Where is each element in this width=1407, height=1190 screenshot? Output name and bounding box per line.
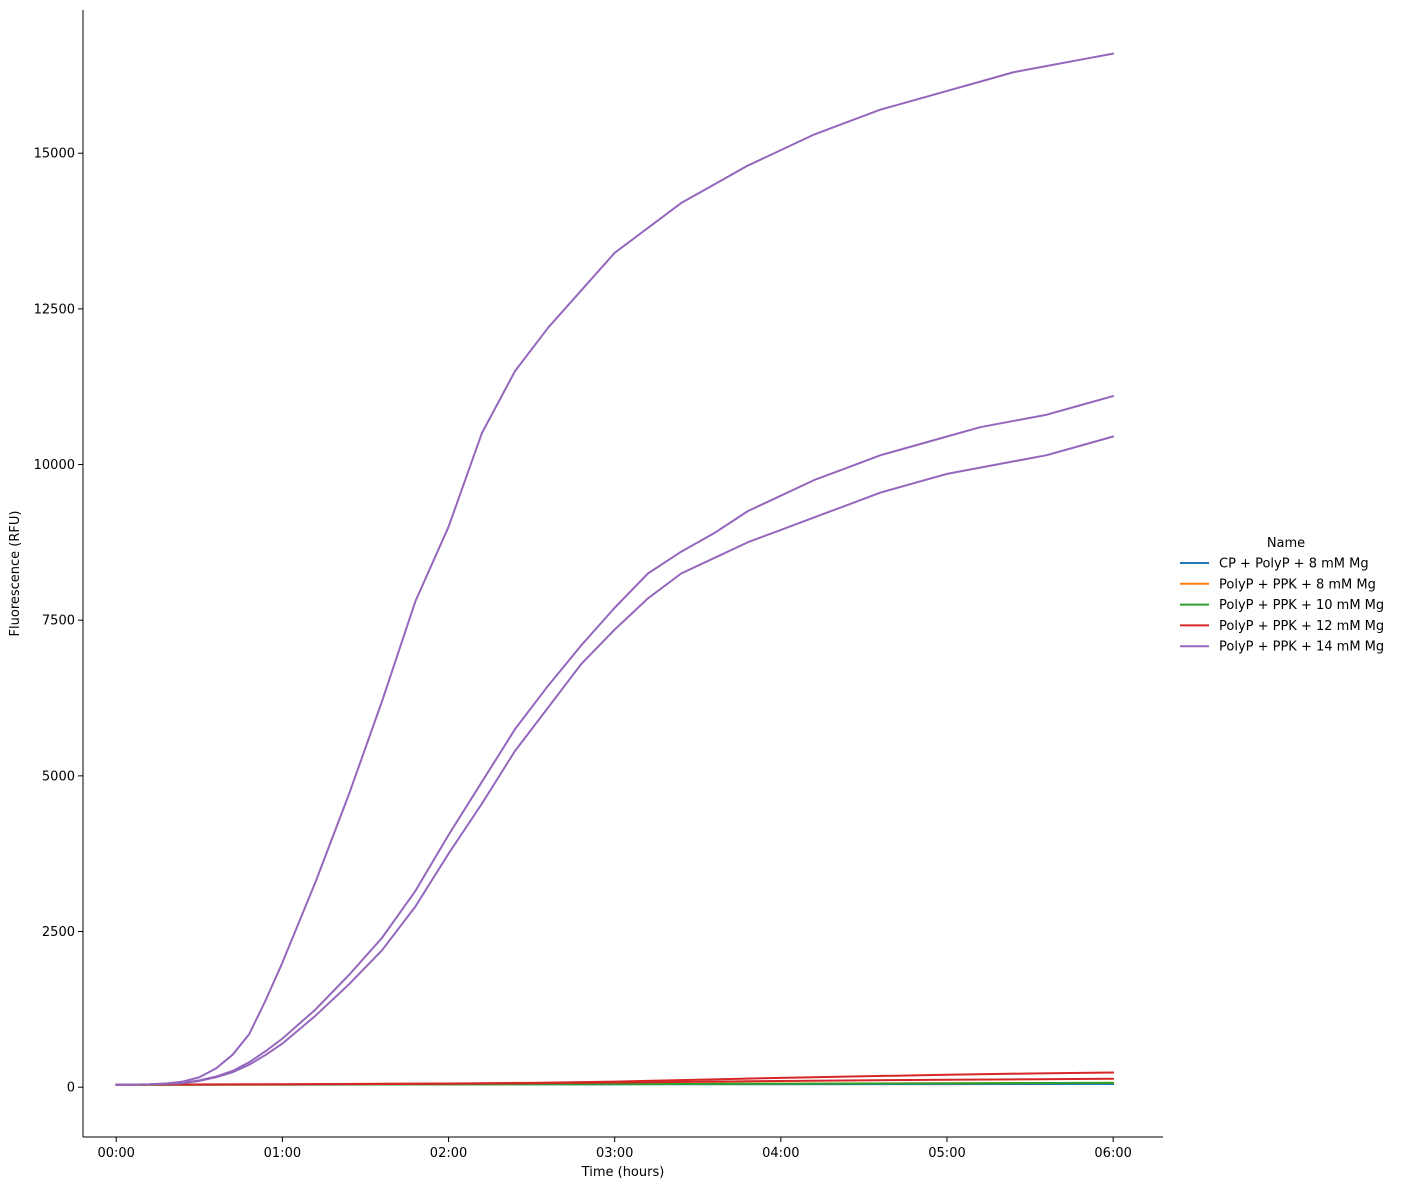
legend-entry: PolyP + PPK + 8 mM Mg [1180, 577, 1376, 592]
x-axis: 00:00 01:00 02:00 03:00 04:00 05:00 06:00 [83, 1136, 1163, 1161]
x-tick-label: 04:00 [762, 1146, 799, 1161]
legend-label: PolyP + PPK + 10 mM Mg [1219, 598, 1384, 613]
series-line [115, 1071, 1115, 1086]
x-tick-label: 06:00 [1094, 1146, 1131, 1161]
legend-label: PolyP + PPK + 8 mM Mg [1219, 577, 1376, 592]
y-axis-title: Fluorescence (RFU) [8, 511, 23, 637]
y-axis: 0 2500 5000 7500 10000 12500 15000 [34, 10, 84, 1137]
y-tick-label: 0 [67, 1081, 75, 1096]
x-tick-label: 00:00 [97, 1146, 134, 1161]
y-tick-label: 2500 [42, 925, 75, 940]
plot-area [115, 52, 1115, 1086]
y-tick-label: 12500 [34, 302, 75, 317]
legend-title: Name [1267, 536, 1305, 551]
legend-entry: CP + PolyP + 8 mM Mg [1180, 557, 1369, 572]
x-tick-label: 05:00 [928, 1146, 965, 1161]
legend-label: PolyP + PPK + 14 mM Mg [1219, 640, 1384, 655]
y-tick-label: 7500 [42, 614, 75, 629]
series-line [115, 435, 1115, 1086]
y-tick-label: 10000 [34, 458, 75, 473]
series-line [115, 52, 1115, 1086]
legend-label: CP + PolyP + 8 mM Mg [1219, 557, 1369, 572]
x-tick-label: 01:00 [264, 1146, 301, 1161]
legend-label: PolyP + PPK + 12 mM Mg [1219, 619, 1384, 634]
legend-entry: PolyP + PPK + 10 mM Mg [1180, 598, 1384, 613]
series-line [115, 395, 1115, 1086]
legend: Name CP + PolyP + 8 mM Mg PolyP + PPK + 8… [1180, 536, 1384, 655]
x-tick-label: 03:00 [596, 1146, 633, 1161]
y-tick-label: 15000 [34, 147, 75, 162]
y-tick-label: 5000 [42, 769, 75, 784]
legend-entry: PolyP + PPK + 14 mM Mg [1180, 640, 1384, 655]
legend-entry: PolyP + PPK + 12 mM Mg [1180, 619, 1384, 634]
x-tick-label: 02:00 [430, 1146, 467, 1161]
x-axis-title: Time (hours) [581, 1165, 665, 1180]
